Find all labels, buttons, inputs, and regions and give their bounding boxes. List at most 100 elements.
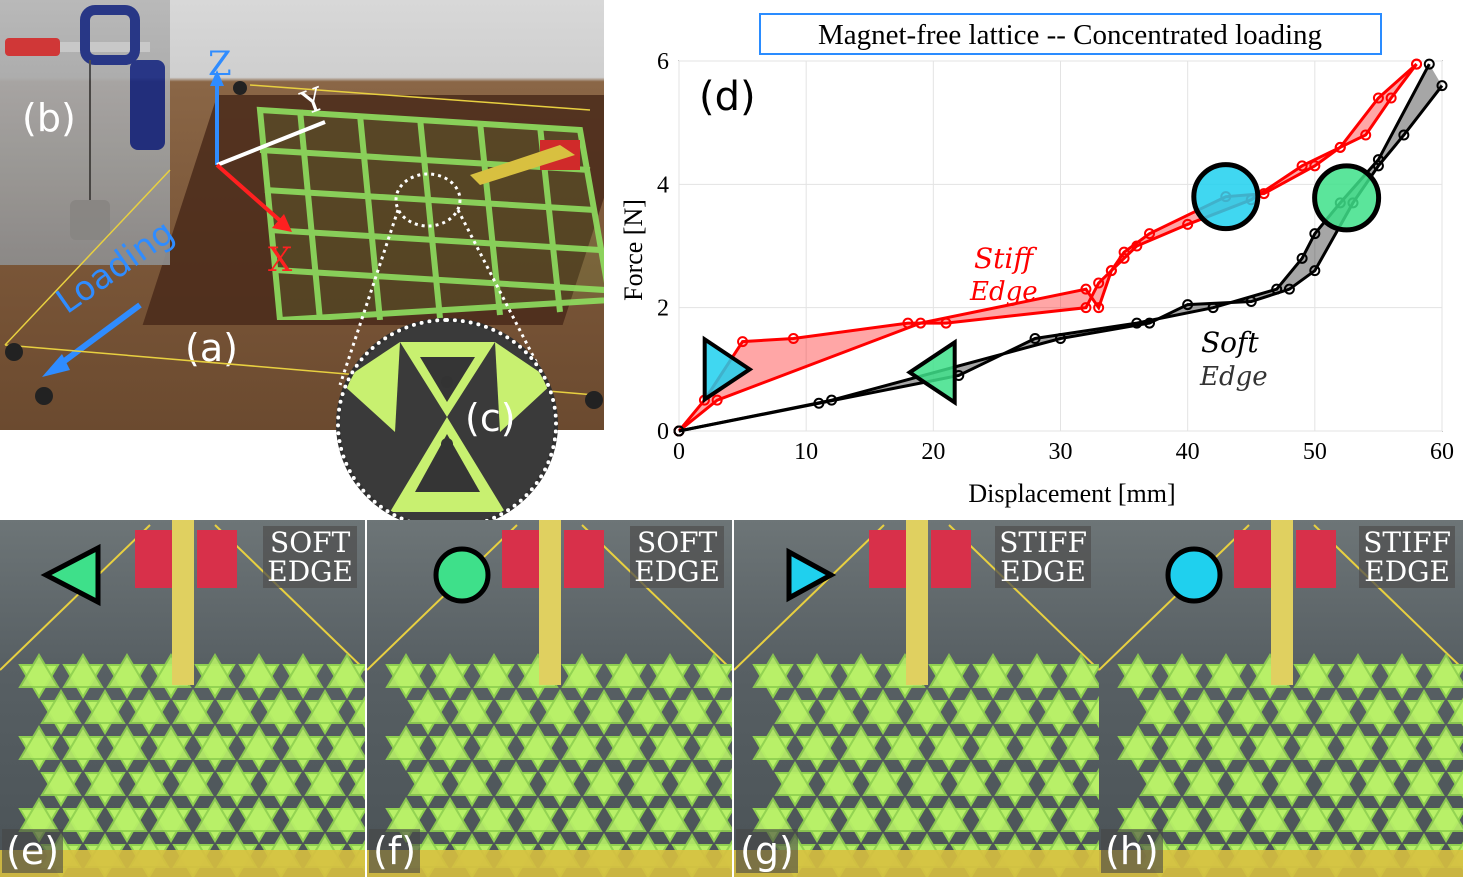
plot-area: 0 10 20 30 40 50 60 0 2 4 6: [657, 49, 1454, 465]
loading-rig-photo: [5, 5, 165, 240]
yellow-pusher: [906, 520, 928, 685]
data-point: [1385, 92, 1397, 104]
force-displacement-chart: Magnet-free lattice -- Concentrated load…: [619, 13, 1454, 508]
edge-tag: STIFF EDGE: [1359, 526, 1455, 588]
data-point: [1283, 283, 1295, 295]
stiff-edge-label-1: Stiff: [974, 242, 1037, 275]
panel-c-label: (c): [465, 396, 516, 440]
data-point: [1309, 228, 1321, 240]
red-clamp: [1234, 520, 1336, 590]
series-line: [678, 84, 1444, 433]
axis-x-label: X: [268, 240, 293, 280]
data-point: [1055, 333, 1066, 344]
data-point: [1029, 333, 1041, 344]
data-point: [673, 425, 685, 437]
x-tick-label: 50: [1303, 439, 1327, 465]
data-point: [1296, 160, 1308, 172]
zoom-source-circle: [394, 172, 462, 228]
data-point: [787, 333, 799, 344]
data-point: [1144, 317, 1156, 329]
x-tick-label: 0: [673, 439, 685, 465]
panel-d-label: (d): [699, 74, 756, 120]
edge-tag: STIFF EDGE: [995, 526, 1091, 588]
post: [5, 343, 23, 361]
data-point: [1360, 129, 1372, 141]
data-point: [1245, 296, 1257, 307]
data-point: [1398, 129, 1410, 141]
data-point: [1296, 252, 1308, 264]
yellow-pusher: [470, 145, 575, 185]
red-clamp: [502, 520, 604, 590]
data-point: [1309, 265, 1321, 277]
strip-label: (h): [1101, 829, 1163, 873]
strip-photo: STIFF EDGE (g): [734, 520, 1099, 877]
data-point: [1309, 160, 1321, 172]
yellow-pusher: [539, 520, 561, 685]
x-tick-label: 20: [921, 439, 945, 465]
x-axis-arrow: [215, 163, 287, 227]
yellow-pusher: [172, 520, 194, 685]
panel-c-zoom: [336, 318, 558, 530]
data-point: [1080, 302, 1092, 314]
strip-lattice: [1099, 524, 1463, 877]
data-point: [1372, 92, 1384, 104]
x-tick-label: 30: [1049, 439, 1073, 465]
x-tick-label: 40: [1176, 439, 1200, 465]
chart-title-box: [759, 13, 1382, 55]
data-point: [1411, 58, 1423, 70]
data-point: [1372, 160, 1384, 172]
axis-z-label: Z: [208, 44, 232, 84]
edge-tag-line-1: STIFF: [1363, 526, 1451, 559]
post: [233, 81, 247, 95]
data-point: [826, 394, 838, 406]
red-clamp: [869, 520, 971, 590]
data-point: [1093, 277, 1105, 289]
strip-label: (e): [2, 829, 64, 873]
soft-edge-label-1: Soft: [1201, 326, 1259, 359]
y-tick-label: 2: [657, 296, 669, 322]
edge-tag-line-2: EDGE: [1000, 555, 1086, 588]
y-tick-label: 4: [657, 172, 669, 198]
stiff-edge-label-2: Edge: [969, 277, 1038, 307]
data-point: [1080, 283, 1092, 295]
zoom-lattice-detail: [340, 322, 554, 526]
strip-label: (f): [369, 829, 421, 873]
data-point: [737, 336, 749, 348]
x-tick-label: 60: [1430, 439, 1454, 465]
axes-overlay: [4, 70, 603, 409]
edge-tag-line-2: EDGE: [267, 555, 353, 588]
data-point: [1144, 228, 1156, 240]
state-marker: [40, 543, 101, 607]
data-point: [915, 317, 927, 329]
x-tick-label: 10: [794, 439, 818, 465]
edge-tag-line-1: SOFT: [637, 526, 718, 559]
loading-arrow: [53, 302, 142, 371]
series-line: [678, 63, 1418, 433]
panel-a-photo: (b) (a) Z Y X Loading: [0, 0, 604, 430]
panel-b-inset: [0, 0, 170, 265]
edge-tag-line-2: EDGE: [1364, 555, 1450, 588]
y-axis-arrow: [216, 120, 326, 167]
hysteresis-fill: [679, 64, 1417, 431]
data-point: [1423, 58, 1435, 70]
strip-photo: STIFF EDGE (h): [1099, 520, 1463, 877]
edge-tag-line-1: STIFF: [999, 526, 1087, 559]
state-marker: [786, 547, 837, 603]
strip-photo: SOFT EDGE (f): [367, 520, 732, 877]
state-marker-triangle-left: [906, 338, 957, 407]
data-point: [711, 394, 723, 406]
edge-tag: SOFT EDGE: [630, 526, 724, 588]
strip-lattice: [734, 524, 1099, 877]
panel-b-label: (b): [22, 96, 76, 140]
x-axis-label: Displacement [mm]: [968, 479, 1175, 508]
data-point: [1118, 246, 1130, 258]
y-tick-label: 0: [657, 419, 669, 445]
soft-edge-label-2: Edge: [1199, 362, 1268, 392]
y-axis-label: Force [N]: [619, 199, 648, 301]
edge-tag-line-1: SOFT: [270, 526, 351, 559]
edge-tag-line-2: EDGE: [634, 555, 720, 588]
yellow-pusher: [1271, 520, 1293, 685]
state-marker: [433, 546, 491, 604]
state-marker-triangle-right: [702, 335, 754, 404]
y-tick-label: 6: [657, 49, 669, 75]
